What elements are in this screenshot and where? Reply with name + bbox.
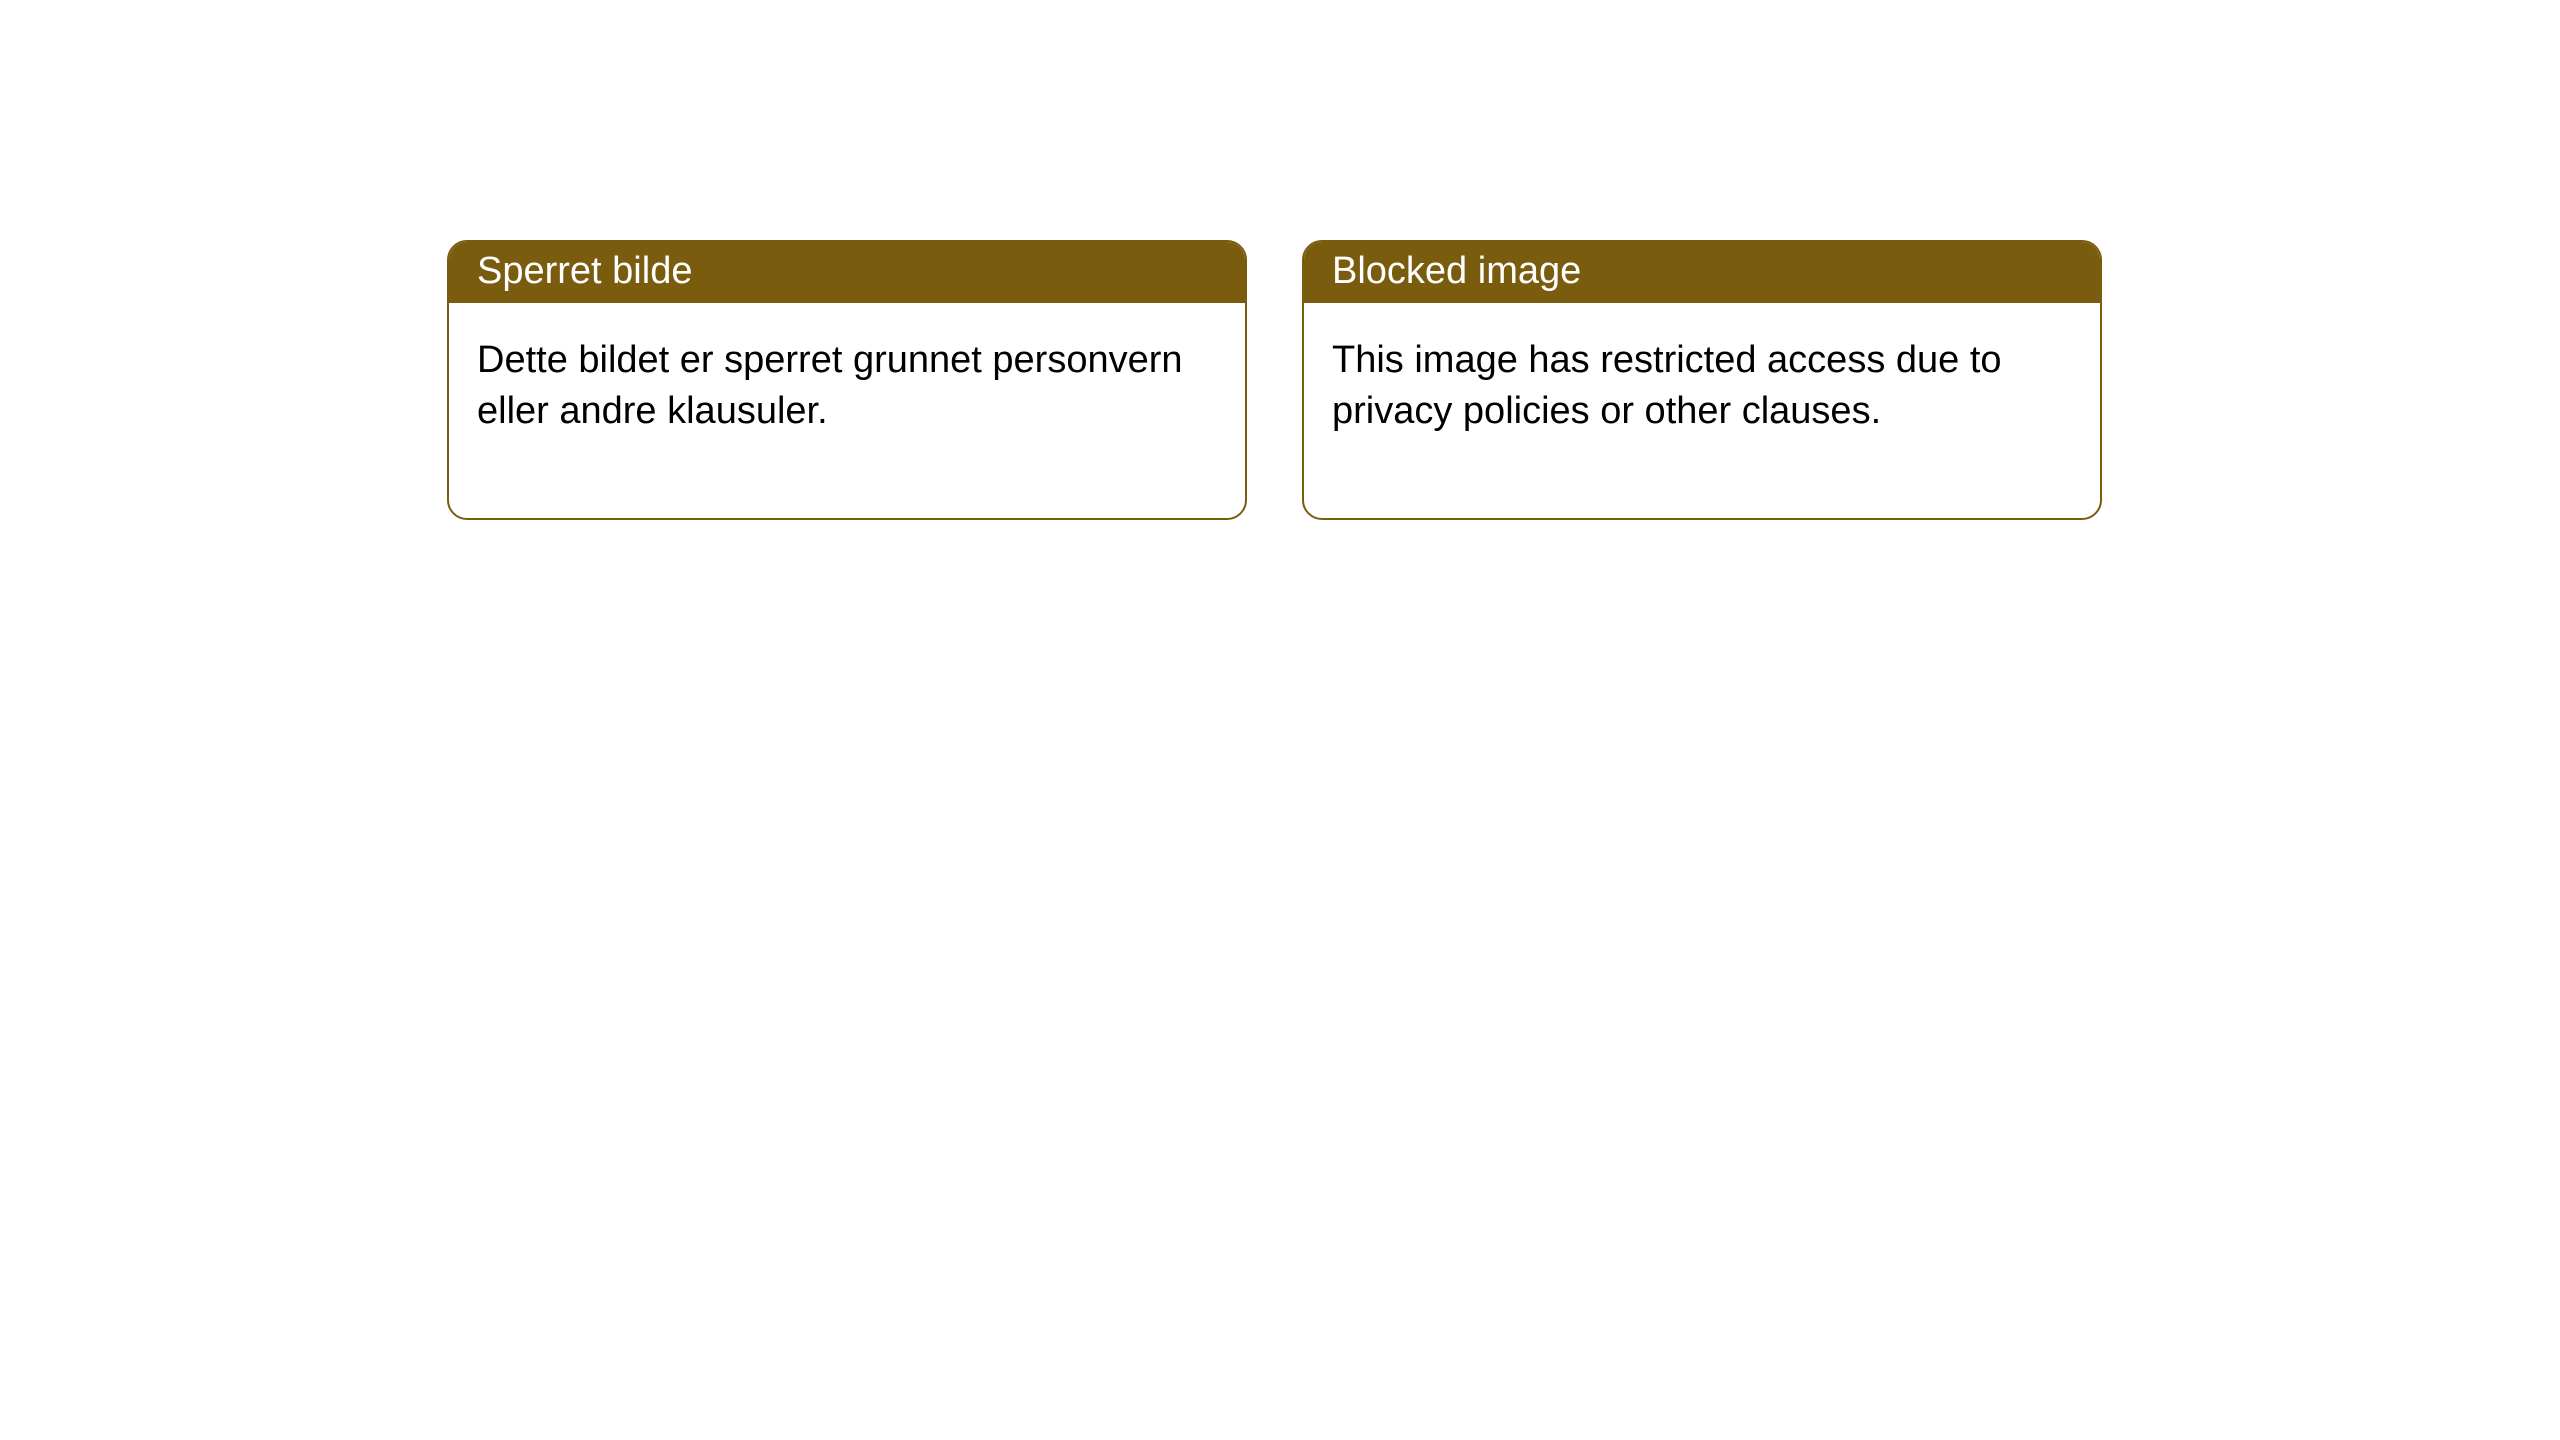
notice-body: Dette bildet er sperret grunnet personve… <box>449 303 1245 518</box>
notice-container: Sperret bilde Dette bildet er sperret gr… <box>0 0 2560 520</box>
notice-card-norwegian: Sperret bilde Dette bildet er sperret gr… <box>447 240 1247 520</box>
notice-header: Blocked image <box>1304 242 2100 303</box>
notice-header: Sperret bilde <box>449 242 1245 303</box>
notice-card-english: Blocked image This image has restricted … <box>1302 240 2102 520</box>
notice-body: This image has restricted access due to … <box>1304 303 2100 518</box>
